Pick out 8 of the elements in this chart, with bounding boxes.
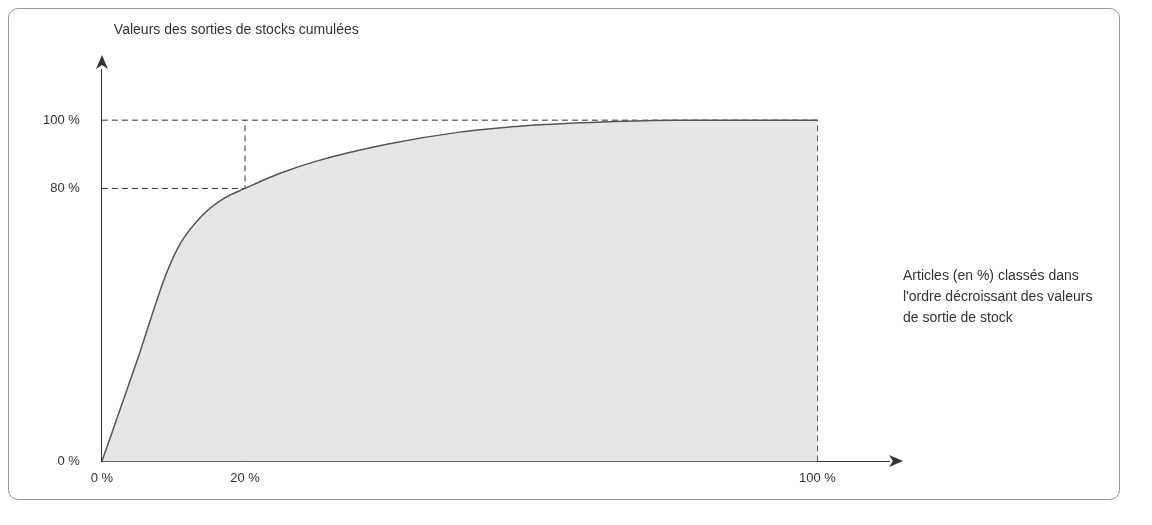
y-tick-label: 0 % bbox=[57, 452, 81, 468]
y-tick-label: 100 % bbox=[42, 111, 81, 127]
x-tick-label: 20 % bbox=[230, 469, 261, 485]
x-tick-label: 0 % bbox=[90, 469, 114, 485]
x-axis-title: Articles (en %) classés dans l'ordre décroissant des valeurs de sortie de stock bbox=[903, 266, 1094, 328]
x-tick-label: 100 % bbox=[799, 469, 837, 485]
y-axis-title: Valeurs des sorties de stocks cumulées bbox=[113, 21, 359, 37]
y-tick-label: 80 % bbox=[50, 180, 81, 195]
